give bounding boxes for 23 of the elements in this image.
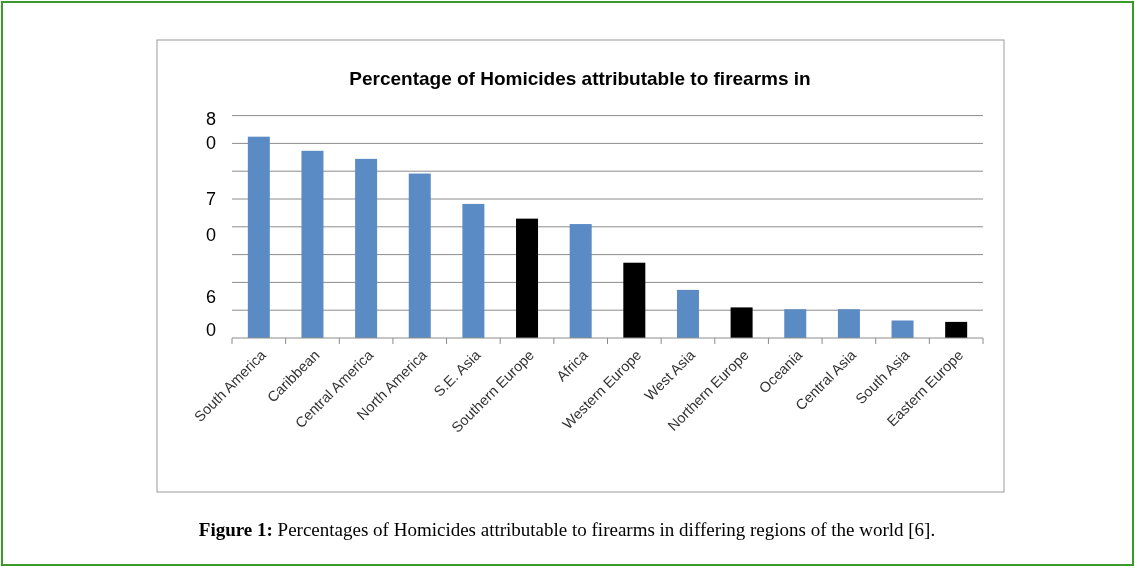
bar — [516, 218, 539, 338]
caption: Figure 1: — [198, 519, 273, 540]
text: 8 — [205, 109, 216, 130]
text: 0 — [205, 320, 216, 341]
bar — [837, 309, 860, 338]
bar — [730, 307, 753, 338]
bar — [355, 158, 378, 338]
bar — [569, 224, 592, 338]
bar — [945, 321, 968, 338]
bar — [408, 173, 431, 338]
text: 7 — [205, 189, 216, 210]
text: 6 — [205, 287, 216, 308]
bar — [676, 289, 699, 338]
bar — [623, 262, 646, 338]
bar — [891, 320, 914, 338]
bar — [462, 203, 485, 338]
text: 0 — [205, 133, 216, 154]
bar — [301, 150, 324, 338]
chart-title: Percentage of Homicides attributable to firearms in — [349, 68, 811, 89]
text: 0 — [205, 225, 216, 246]
bar — [247, 136, 270, 338]
text: Percentages of Homicides attributable to firearms in differing regions of the world [6]. — [272, 519, 936, 540]
bar — [784, 309, 807, 338]
